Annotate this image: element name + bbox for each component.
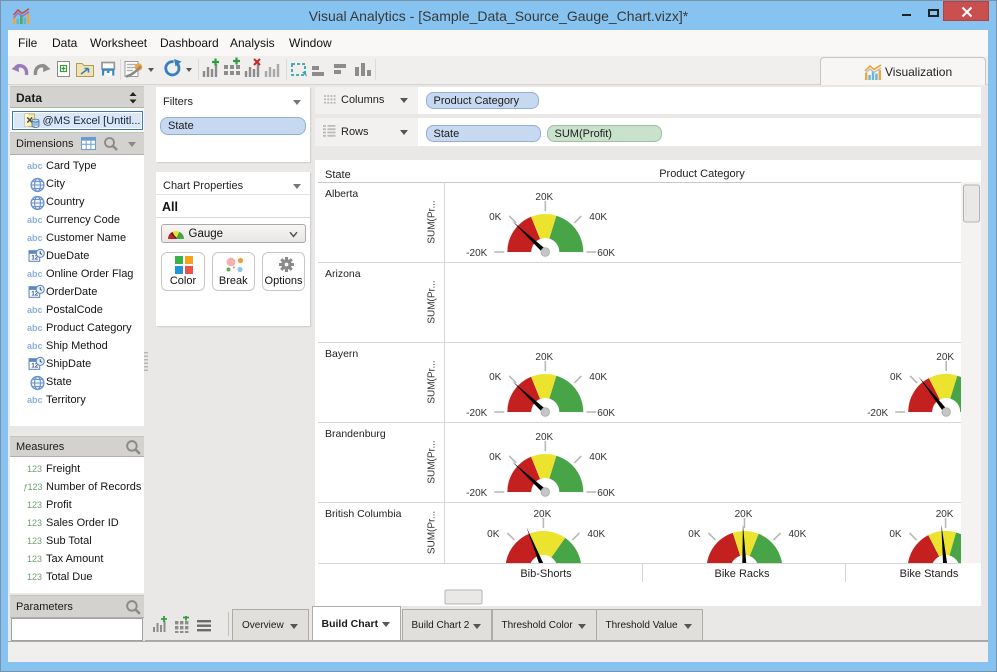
- svg-text:0K: 0K: [489, 212, 502, 223]
- svg-text:0K: 0K: [890, 372, 903, 383]
- svg-text:60K: 60K: [597, 408, 615, 419]
- svg-text:0K: 0K: [889, 529, 902, 540]
- svg-text:SUM(Pr...: SUM(Pr...: [427, 360, 438, 403]
- svg-text:20K: 20K: [535, 192, 553, 203]
- svg-text:-20K: -20K: [464, 565, 485, 576]
- svg-text:0K: 0K: [489, 372, 502, 383]
- svg-text:40K: 40K: [587, 529, 605, 540]
- svg-text:Bike Stands: Bike Stands: [900, 568, 959, 580]
- svg-text:40K: 40K: [589, 372, 607, 383]
- svg-text:SUM(Pr...: SUM(Pr...: [427, 511, 438, 554]
- svg-text:Bib-Shorts: Bib-Shorts: [520, 568, 572, 580]
- svg-text:Bike Racks: Bike Racks: [714, 568, 770, 580]
- svg-text:-20K: -20K: [466, 248, 487, 259]
- svg-text:Brandenburg: Brandenburg: [325, 428, 386, 440]
- svg-text:60K: 60K: [597, 248, 615, 259]
- svg-text:20K: 20K: [534, 509, 552, 520]
- svg-text:12: 12: [31, 291, 39, 298]
- svg-text:SUM(Pr...: SUM(Pr...: [427, 440, 438, 483]
- svg-text:0K: 0K: [487, 529, 500, 540]
- svg-text:20K: 20K: [535, 352, 553, 363]
- svg-text:40K: 40K: [789, 529, 807, 540]
- svg-text:20K: 20K: [735, 509, 753, 520]
- svg-text:60K: 60K: [595, 565, 613, 576]
- svg-text:SUM(Pr...: SUM(Pr...: [427, 280, 438, 323]
- svg-text:Bayern: Bayern: [325, 348, 358, 360]
- svg-text:0K: 0K: [688, 529, 701, 540]
- svg-text:-20K: -20K: [466, 488, 487, 499]
- svg-text:40K: 40K: [589, 212, 607, 223]
- svg-text:20K: 20K: [936, 509, 954, 520]
- svg-text:20K: 20K: [535, 432, 553, 443]
- svg-text:Alberta: Alberta: [325, 188, 358, 200]
- svg-text:-20K: -20K: [665, 565, 686, 576]
- svg-text:40K: 40K: [589, 452, 607, 463]
- svg-text:Product Category: Product Category: [659, 168, 745, 180]
- svg-text:0K: 0K: [489, 452, 502, 463]
- svg-text:20K: 20K: [936, 352, 954, 363]
- svg-text:12: 12: [31, 363, 39, 370]
- svg-text:12: 12: [31, 255, 39, 262]
- svg-text:-20K: -20K: [466, 408, 487, 419]
- svg-text:State: State: [325, 169, 351, 181]
- svg-text:-20K: -20K: [867, 408, 888, 419]
- svg-text:SUM(Pr...: SUM(Pr...: [427, 200, 438, 243]
- svg-text:-20K: -20K: [866, 565, 887, 576]
- svg-text:British Columbia: British Columbia: [325, 508, 402, 520]
- svg-text:60K: 60K: [797, 565, 815, 576]
- svg-text:Arizona: Arizona: [325, 268, 361, 280]
- svg-text:60K: 60K: [597, 488, 615, 499]
